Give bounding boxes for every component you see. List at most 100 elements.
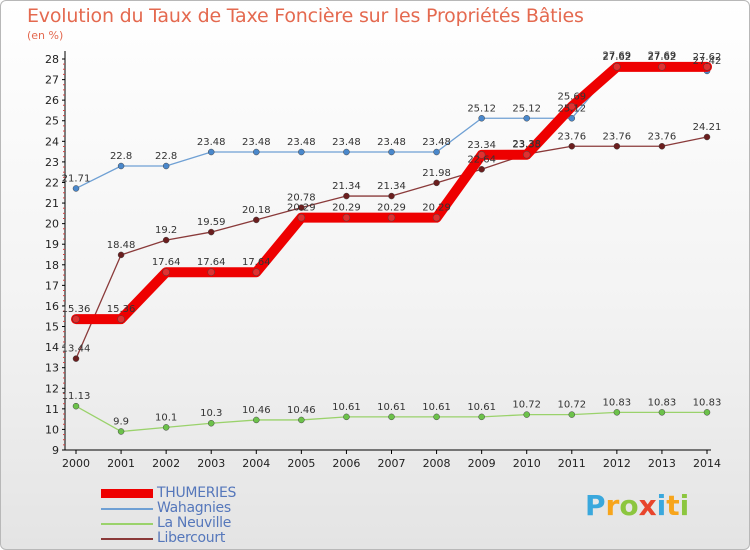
legend-label-la-neuville: La Neuville — [157, 515, 232, 531]
data-point — [658, 409, 666, 416]
proxiti-logo: Proxiti — [585, 489, 689, 522]
data-point — [117, 162, 125, 170]
data-point — [568, 411, 576, 418]
x-tick-label: 2001 — [107, 457, 135, 470]
data-label: 10.72 — [512, 400, 541, 411]
x-tick-label: 2008 — [423, 457, 451, 470]
data-point — [298, 148, 305, 156]
data-point — [343, 192, 350, 200]
data-label: 21.34 — [332, 181, 361, 192]
data-point — [658, 63, 666, 71]
data-point — [207, 148, 215, 156]
data-label: 27.62 — [648, 52, 677, 63]
data-label: 17.64 — [152, 257, 181, 268]
data-label: 25.12 — [557, 103, 586, 114]
data-label: 23.48 — [287, 137, 316, 148]
y-tick-label: 21 — [45, 197, 59, 210]
data-label: 24.21 — [693, 122, 722, 133]
data-label: 23.76 — [648, 131, 677, 142]
data-point — [568, 143, 576, 150]
data-label: 23.76 — [557, 131, 586, 142]
x-tick-label: 2003 — [197, 457, 225, 470]
data-label: 25.12 — [467, 103, 496, 114]
data-label: 10.61 — [422, 402, 451, 413]
data-label: 15.36 — [62, 304, 91, 315]
data-label: 19.59 — [197, 217, 226, 228]
data-label: 23.48 — [377, 137, 406, 148]
data-point — [298, 204, 305, 211]
data-point — [253, 216, 260, 224]
y-tick-label: 25 — [45, 115, 59, 128]
data-label: 23.48 — [422, 137, 451, 148]
data-label: 23.76 — [603, 131, 632, 142]
data-label: 22.8 — [110, 151, 132, 162]
data-point — [388, 413, 395, 421]
legend-swatch-la-neuville — [101, 523, 153, 525]
data-point — [613, 143, 621, 150]
data-label: 10.46 — [287, 405, 316, 416]
data-point — [433, 179, 440, 187]
data-label: 10.61 — [332, 402, 361, 413]
logo-letter: o — [619, 489, 639, 522]
data-label: 23.34 — [467, 140, 496, 151]
data-point — [72, 355, 80, 362]
data-label: 10.83 — [648, 397, 677, 408]
data-label: 21.98 — [422, 168, 451, 179]
data-point — [478, 413, 485, 421]
data-label: 27.69 — [603, 50, 632, 61]
data-label: 21.71 — [62, 173, 91, 184]
series-line-wahagnies — [75, 64, 708, 190]
data-label: 20.78 — [287, 193, 316, 204]
data-label: 10.61 — [377, 402, 406, 413]
y-tick-label: 15 — [45, 321, 59, 334]
y-tick-label: 23 — [45, 156, 59, 169]
y-tick-label: 26 — [45, 94, 59, 107]
data-point — [388, 148, 395, 156]
data-label: 17.64 — [197, 257, 226, 268]
logo-letter: i — [656, 489, 667, 522]
data-point — [568, 115, 576, 122]
data-point — [162, 424, 170, 431]
y-tick-label: 9 — [52, 444, 59, 457]
data-label: 20.29 — [332, 203, 361, 214]
data-label: 19.2 — [155, 225, 177, 236]
y-tick-label: 14 — [45, 341, 59, 354]
y-tick-label: 17 — [45, 279, 59, 292]
legend-label-thumeries: THUMERIES — [157, 485, 237, 501]
data-point — [703, 133, 711, 141]
data-label: 27.69 — [648, 50, 677, 61]
data-label: 13.44 — [62, 344, 91, 355]
y-tick-label: 24 — [45, 135, 59, 148]
y-tick-label: 27 — [45, 74, 59, 87]
data-label: 20.29 — [422, 203, 451, 214]
data-label: 10.61 — [467, 402, 496, 413]
data-label: 23.48 — [197, 137, 226, 148]
data-point — [72, 315, 80, 323]
data-point — [253, 416, 260, 424]
x-tick-label: 2012 — [603, 457, 631, 470]
data-point — [613, 63, 621, 71]
y-tick-label: 18 — [45, 259, 59, 272]
data-point — [117, 315, 125, 323]
data-point — [613, 409, 621, 416]
data-label: 23.35 — [512, 140, 541, 151]
legend-item-thumeries: THUMERIES — [101, 485, 341, 502]
logo-letter: x — [638, 489, 657, 522]
chart-title: Evolution du Taux de Taxe Foncière sur l… — [27, 5, 584, 27]
data-label: 20.29 — [287, 203, 316, 214]
x-tick-label: 2013 — [648, 457, 676, 470]
legend-swatch-libercourt — [101, 538, 153, 540]
data-label: 10.3 — [200, 408, 222, 419]
data-point — [207, 419, 215, 427]
data-label: 23.48 — [242, 137, 271, 148]
legend-label-wahagnies: Wahagnies — [157, 500, 231, 516]
data-point — [207, 268, 215, 276]
data-label: 15.36 — [107, 304, 136, 315]
data-point — [478, 115, 485, 122]
data-label: 10.72 — [557, 400, 586, 411]
data-label: 20.18 — [242, 205, 271, 216]
x-tick-label: 2005 — [287, 457, 315, 470]
y-tick-label: 19 — [45, 238, 59, 251]
data-point — [343, 148, 350, 156]
data-label: 9.9 — [113, 416, 129, 427]
